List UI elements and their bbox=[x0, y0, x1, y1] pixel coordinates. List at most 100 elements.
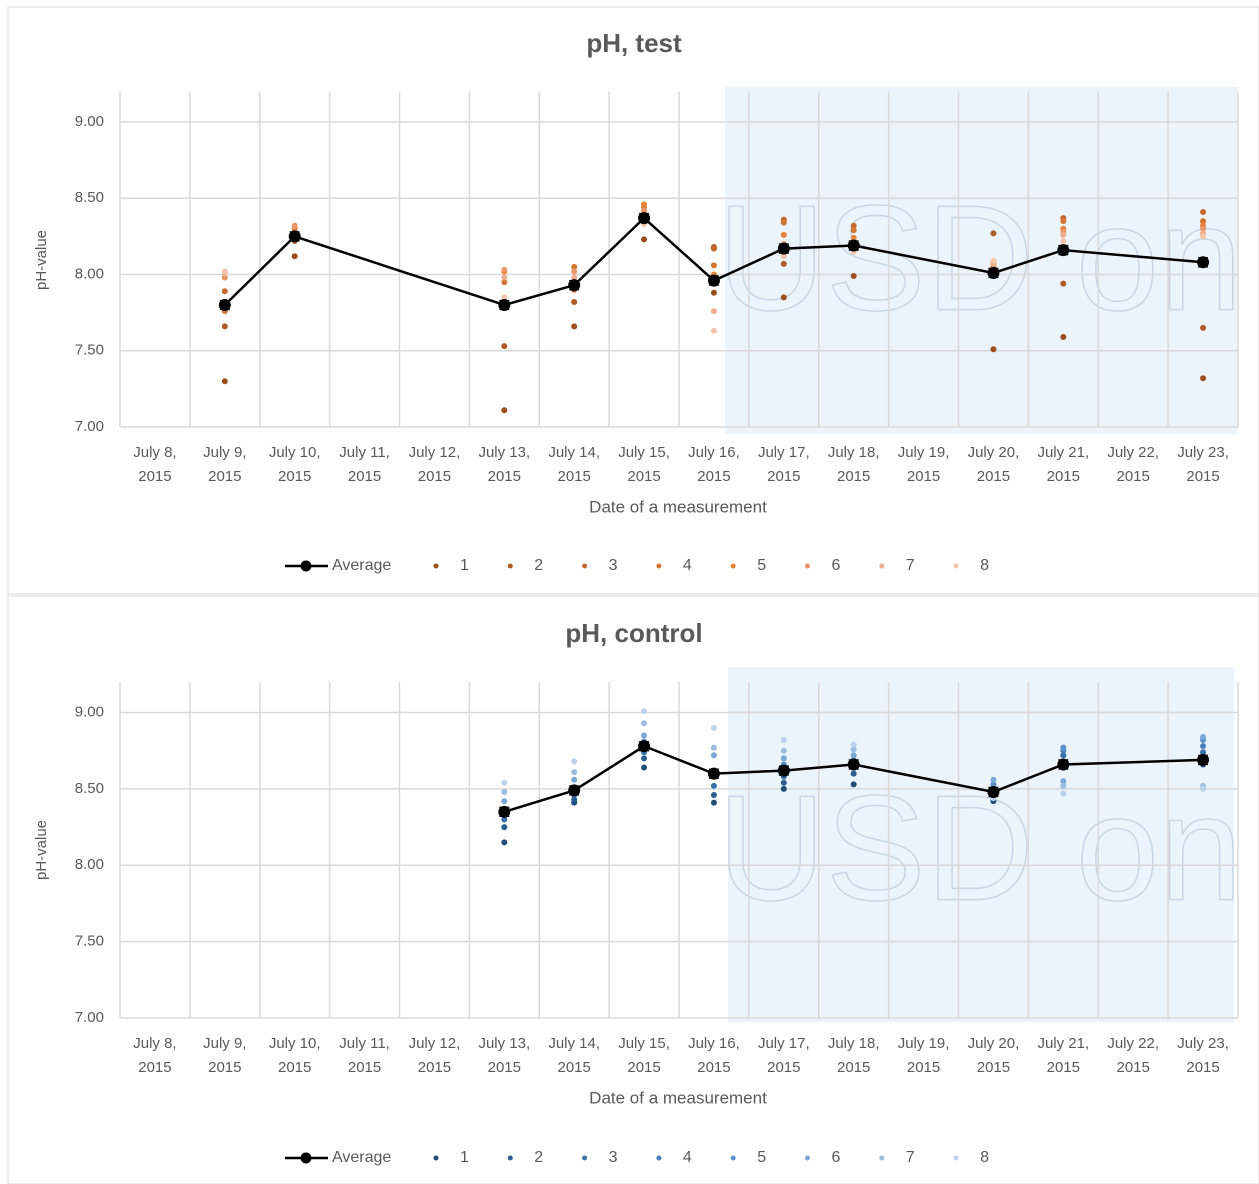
data-point bbox=[850, 222, 857, 229]
average-marker bbox=[218, 299, 231, 311]
data-point bbox=[990, 257, 997, 264]
data-point bbox=[710, 308, 717, 315]
data-point bbox=[710, 724, 717, 731]
y-tick-label: 8.00 bbox=[75, 856, 104, 873]
data-point bbox=[1060, 218, 1067, 225]
data-point bbox=[221, 378, 228, 385]
x-tick-label: July 17, 2015 bbox=[757, 1035, 810, 1076]
data-point bbox=[780, 737, 787, 744]
data-point bbox=[710, 799, 717, 806]
data-point bbox=[780, 231, 787, 238]
x-tick-label: July 20, 2015 bbox=[967, 444, 1020, 485]
data-point bbox=[571, 274, 578, 281]
x-tick-label: July 14, 2015 bbox=[548, 1035, 601, 1076]
x-tick-label: July 22, 2015 bbox=[1107, 1035, 1160, 1076]
data-point bbox=[571, 268, 578, 275]
legend-label: 4 bbox=[683, 1149, 692, 1166]
x-tick-label: July 18, 2015 bbox=[827, 444, 880, 485]
x-tick-label: July 17, 2015 bbox=[757, 444, 810, 485]
legend-label: 6 bbox=[832, 1149, 841, 1166]
data-point bbox=[501, 824, 508, 831]
data-point bbox=[641, 732, 648, 739]
data-point bbox=[221, 323, 228, 330]
y-tick-label: 9.00 bbox=[75, 113, 104, 130]
x-tick-label: July 12, 2015 bbox=[408, 1035, 461, 1076]
data-point bbox=[571, 263, 578, 270]
data-point bbox=[1060, 778, 1067, 785]
data-point bbox=[501, 798, 508, 805]
average-marker bbox=[1197, 753, 1210, 766]
y-tick-label: 8.00 bbox=[75, 265, 104, 282]
chart-title: pH, control bbox=[565, 618, 702, 648]
highlight-region bbox=[728, 667, 1234, 1022]
chart-border bbox=[7, 6, 1259, 595]
y-tick-label: 7.00 bbox=[75, 1009, 104, 1026]
x-tick-label: July 8, 2015 bbox=[133, 1035, 177, 1076]
y-tick-label: 7.50 bbox=[75, 933, 104, 950]
data-point bbox=[641, 720, 648, 727]
average-marker bbox=[288, 230, 301, 243]
x-tick-label: July 12, 2015 bbox=[408, 444, 461, 485]
legend-marker bbox=[300, 560, 312, 572]
legend-marker bbox=[433, 563, 439, 569]
average-marker bbox=[568, 279, 581, 292]
data-point bbox=[501, 343, 508, 350]
data-point bbox=[1200, 218, 1207, 225]
data-point bbox=[501, 294, 508, 301]
legend-label: 7 bbox=[906, 557, 915, 574]
average-marker bbox=[777, 764, 790, 777]
legend-marker bbox=[805, 1155, 810, 1161]
legend-label: 8 bbox=[980, 1149, 989, 1166]
x-tick-label: July 13, 2015 bbox=[478, 1035, 531, 1076]
data-point bbox=[501, 839, 508, 846]
data-point bbox=[850, 746, 857, 753]
legend-label: 5 bbox=[757, 557, 766, 574]
legend-label: 1 bbox=[460, 1149, 469, 1166]
data-point bbox=[1060, 334, 1067, 341]
data-point bbox=[1060, 790, 1067, 797]
x-tick-label: July 11, 2015 bbox=[339, 1035, 390, 1076]
x-tick-label: July 10, 2015 bbox=[268, 1035, 321, 1076]
data-point bbox=[780, 779, 787, 786]
data-point bbox=[1060, 237, 1067, 244]
data-point bbox=[641, 207, 648, 214]
data-point bbox=[501, 407, 508, 414]
data-point bbox=[850, 741, 857, 748]
data-point bbox=[1200, 208, 1207, 215]
data-point bbox=[710, 782, 717, 789]
legend-marker bbox=[433, 1155, 439, 1161]
y-tick-label: 9.00 bbox=[75, 704, 104, 721]
legend-marker bbox=[730, 1155, 736, 1161]
data-point bbox=[1200, 375, 1207, 382]
x-tick-label: July 23, 2015 bbox=[1177, 444, 1229, 485]
data-point bbox=[990, 776, 997, 783]
legend-marker bbox=[582, 1155, 588, 1161]
average-marker bbox=[568, 784, 581, 797]
average-marker bbox=[1057, 244, 1070, 257]
legend-marker bbox=[582, 563, 588, 569]
average-marker bbox=[1057, 758, 1070, 771]
x-tick-label: July 22, 2015 bbox=[1107, 444, 1160, 485]
data-point bbox=[780, 260, 787, 267]
y-tick-label: 7.00 bbox=[75, 418, 104, 435]
x-tick-label: July 21, 2015 bbox=[1037, 1035, 1090, 1076]
data-point bbox=[1060, 782, 1067, 789]
data-point bbox=[291, 253, 298, 260]
legend-marker bbox=[805, 563, 810, 569]
data-point bbox=[990, 346, 997, 353]
x-tick-label: July 8, 2015 bbox=[133, 444, 177, 485]
data-point bbox=[221, 274, 228, 281]
x-tick-label: July 9, 2015 bbox=[203, 1035, 247, 1076]
data-point bbox=[641, 708, 648, 715]
data-point bbox=[780, 747, 787, 754]
data-point bbox=[571, 298, 578, 305]
data-point bbox=[710, 744, 717, 751]
legend-marker bbox=[656, 563, 662, 569]
data-point bbox=[571, 796, 578, 803]
data-point bbox=[571, 323, 578, 330]
data-point bbox=[1200, 324, 1207, 331]
average-marker bbox=[987, 266, 1000, 279]
highlight-region bbox=[725, 87, 1238, 434]
data-point bbox=[1200, 743, 1207, 750]
legend-marker bbox=[879, 563, 885, 569]
